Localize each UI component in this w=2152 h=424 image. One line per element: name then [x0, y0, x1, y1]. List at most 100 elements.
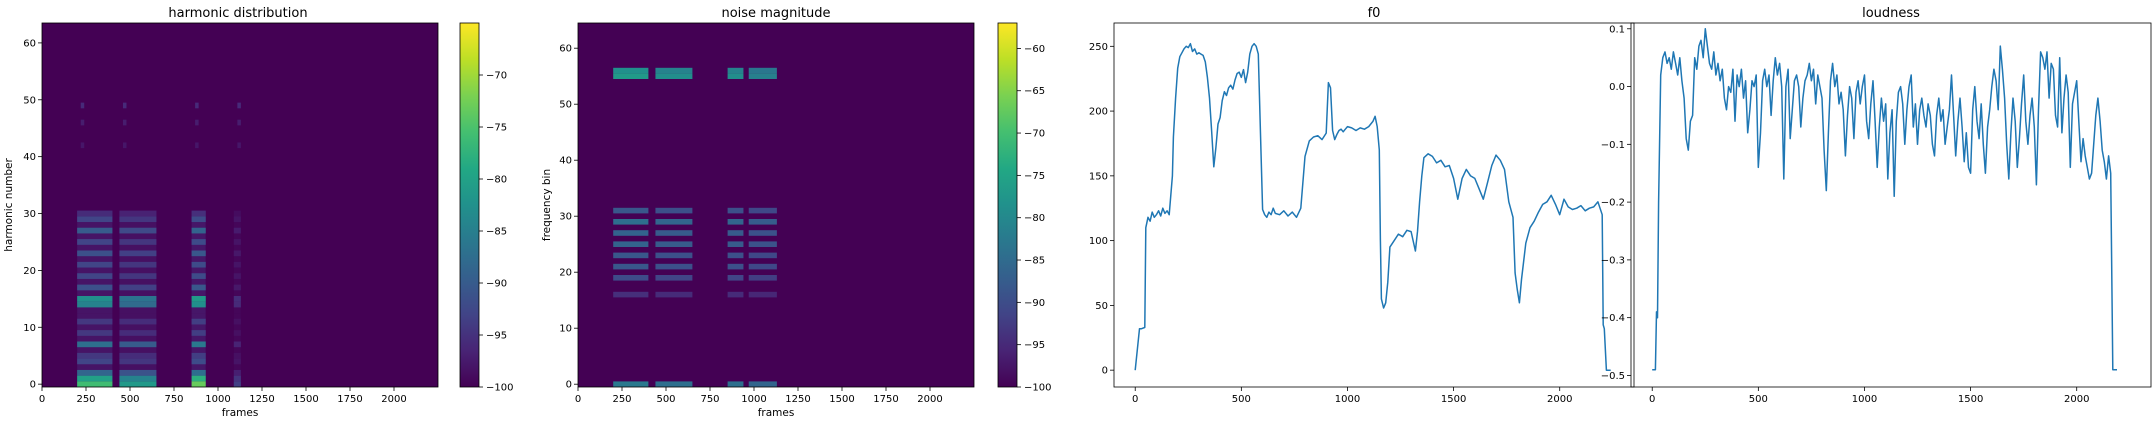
heatmap-cell [119, 273, 157, 279]
heatmap-background [578, 23, 974, 387]
heatmap-filler [77, 313, 113, 319]
heatmap-cell [191, 352, 206, 359]
heatmap-filler [233, 313, 241, 319]
heatmap-cell [191, 318, 206, 325]
x-tick-label: 2000 [381, 394, 406, 405]
heatmap-filler [191, 324, 206, 331]
heatmap-cell [613, 252, 649, 259]
heatmap-filler [77, 278, 113, 285]
y-tick-label: 0.1 [1609, 24, 1625, 35]
x-tick-label: 0 [1132, 394, 1138, 405]
heatmap-cell [727, 230, 744, 236]
heatmap-cell [613, 291, 649, 298]
x-tick-label: 1500 [293, 394, 318, 405]
heatmap-cell [613, 207, 649, 214]
heatmap-cell [748, 73, 777, 79]
heatmap-cell [613, 241, 649, 247]
colorbar-tick-label: −100 [486, 383, 513, 394]
colorbar-tick-label: −70 [486, 71, 507, 82]
heatmap-cell [77, 352, 113, 359]
heatmap-cell [727, 207, 744, 214]
colorbar-tick-label: −90 [486, 279, 507, 290]
noise-colorbar-ticks: −100 −95 −90 −85 −80 −75 −70 −65 −60 [1017, 44, 1051, 394]
heatmap-cell [77, 216, 113, 223]
harmonic-distribution-title: harmonic distribution [168, 6, 307, 21]
heatmap-cell [191, 210, 206, 217]
heatmap-cell [119, 341, 157, 348]
heatmap-cell [727, 67, 744, 74]
noise-y-label: frequency bin [541, 169, 553, 241]
y-tick-label: 10 [559, 324, 572, 335]
heatmap-sparse-cell [122, 142, 127, 149]
heatmap-cell [233, 216, 241, 223]
heatmap-cell [77, 261, 113, 268]
f0-y-ticks: 0 50 100 150 200 250 [1089, 42, 1114, 377]
heatmap-filler [77, 324, 113, 331]
x-tick-label: 1000 [741, 394, 766, 405]
heatmap-cell [748, 291, 777, 298]
noise-colorbar-frame [997, 22, 1018, 388]
x-tick-label: 1500 [1958, 394, 1983, 405]
heatmap-cell [191, 296, 206, 302]
x-tick-label: 500 [656, 394, 675, 405]
heatmap-cell [77, 210, 113, 217]
x-tick-label: 250 [612, 394, 631, 405]
x-tick-label: 0 [575, 394, 581, 405]
colorbar-tick-label: −85 [486, 227, 507, 238]
colorbar-tick-label: −75 [486, 123, 507, 134]
heatmap-cell [613, 67, 649, 74]
heatmap-filler [191, 233, 206, 240]
colorbar-tick-label: −90 [1024, 298, 1045, 309]
heatmap-sparse-cell [122, 102, 127, 109]
y-tick-label: 30 [23, 209, 36, 220]
heatmap-cell [119, 216, 157, 223]
heatmap-cell [77, 341, 113, 348]
heatmap-cell [191, 227, 206, 234]
y-tick-label: 50 [23, 95, 36, 106]
heatmap-sparse-cell [195, 142, 199, 149]
heatmap-cell [191, 239, 206, 245]
heatmap-cell [77, 375, 113, 382]
heatmap-filler [191, 244, 206, 251]
y-tick-label: −0.1 [1601, 140, 1625, 151]
harmonic-x-label: frames [222, 407, 259, 419]
heatmap-filler [119, 256, 157, 262]
heatmap-cell [727, 241, 744, 247]
heatmap-cell [748, 207, 777, 214]
heatmap-cell [77, 227, 113, 234]
heatmap-filler [77, 233, 113, 240]
heatmap-cell [727, 219, 744, 225]
heatmap-filler [119, 233, 157, 240]
heatmap-filler [119, 244, 157, 251]
colorbar-tick-label: −70 [1024, 129, 1045, 140]
heatmap-cell [119, 250, 157, 257]
heatmap-cell [233, 261, 241, 268]
loudness-axes-frame [1630, 22, 2152, 388]
heatmap-cell [119, 301, 157, 308]
y-tick-label: −0.4 [1601, 313, 1625, 324]
heatmap-filler [233, 290, 241, 296]
heatmap-filler [191, 290, 206, 296]
heatmap-cell [233, 210, 241, 217]
x-tick-label: 1500 [1441, 394, 1466, 405]
heatmap-cell [655, 275, 693, 281]
x-tick-label: 1750 [337, 394, 362, 405]
heatmap-cell [119, 352, 157, 359]
heatmap-cell [119, 261, 157, 268]
heatmap-filler [233, 244, 241, 251]
heatmap-filler [191, 267, 206, 274]
heatmap-cell [233, 330, 241, 336]
f0-panel: f0 0 500 1000 1500 2000 0 50 100 150 200 250 [1089, 6, 1635, 405]
heatmap-cell [655, 263, 693, 270]
noise-magnitude-panel: noise magnitude 0 250 500 750 1000 1250 1500 17… [541, 6, 1051, 419]
colorbar-tick-label: −85 [1024, 256, 1045, 267]
x-tick-label: 1250 [785, 394, 810, 405]
heatmap-sparse-cell [237, 119, 241, 126]
y-tick-label: 20 [23, 266, 36, 277]
heatmap-filler [119, 347, 157, 353]
heatmap-cell [77, 250, 113, 257]
y-tick-label: 200 [1089, 107, 1108, 118]
heatmap-cell [233, 352, 241, 359]
harmonic-x-ticks: 0 250 500 750 1000 1250 1500 1750 2000 [39, 387, 407, 405]
y-tick-label: 40 [23, 152, 36, 163]
